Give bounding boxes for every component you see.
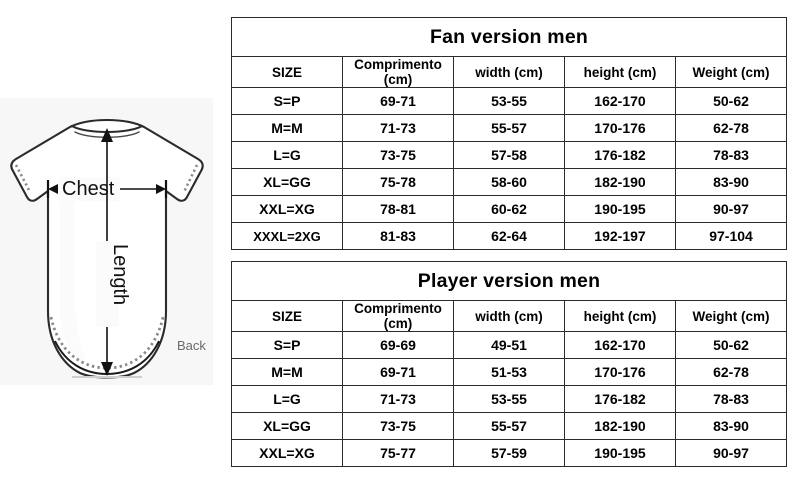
column-header-comprimento: Comprimento (cm) <box>342 56 454 88</box>
table-row: XL=GG 73-75 55-57 182-190 83-90 <box>231 412 787 440</box>
cell-width: 51-53 <box>453 358 565 386</box>
cell-comprimento: 69-69 <box>342 331 454 359</box>
cell-weight: 50-62 <box>675 87 787 115</box>
table-row: XXL=XG 75-77 57-59 190-195 90-97 <box>231 439 787 467</box>
table-row: S=P 69-69 49-51 162-170 50-62 <box>231 331 787 359</box>
cell-weight: 83-90 <box>675 412 787 440</box>
cell-comprimento: 75-77 <box>342 439 454 467</box>
cell-weight: 78-83 <box>675 141 787 169</box>
chest-label-plate <box>58 177 120 201</box>
cell-width: 53-55 <box>453 385 565 413</box>
cell-comprimento: 81-83 <box>342 222 454 250</box>
cell-size: XL=GG <box>231 412 343 440</box>
cell-comprimento: 75-78 <box>342 168 454 196</box>
cell-weight: 50-62 <box>675 331 787 359</box>
table-title-row: Player version men <box>231 261 787 301</box>
cell-size: XXL=XG <box>231 195 343 223</box>
cell-size: S=P <box>231 331 343 359</box>
cell-comprimento: 71-73 <box>342 385 454 413</box>
cell-comprimento: 73-75 <box>342 141 454 169</box>
table-row: L=G 71-73 53-55 176-182 78-83 <box>231 385 787 413</box>
cell-height: 170-176 <box>564 114 676 142</box>
table-header-row: SIZE Comprimento (cm) width (cm) height … <box>231 300 787 332</box>
cell-width: 57-58 <box>453 141 565 169</box>
cell-height: 190-195 <box>564 439 676 467</box>
cell-height: 162-170 <box>564 87 676 115</box>
cell-width: 49-51 <box>453 331 565 359</box>
column-header-weight: Weight (cm) <box>675 56 787 88</box>
cell-height: 190-195 <box>564 195 676 223</box>
player-version-size-table: Player version men SIZE Comprimento (cm)… <box>231 261 787 467</box>
cell-width: 55-57 <box>453 412 565 440</box>
column-header-width: width (cm) <box>453 300 565 332</box>
cell-height: 170-176 <box>564 358 676 386</box>
cell-weight: 97-104 <box>675 222 787 250</box>
cell-height: 182-190 <box>564 168 676 196</box>
cell-weight: 62-78 <box>675 114 787 142</box>
cell-comprimento: 69-71 <box>342 358 454 386</box>
cell-weight: 90-97 <box>675 195 787 223</box>
column-header-height: height (cm) <box>564 300 676 332</box>
table-title-row: Fan version men <box>231 17 787 57</box>
cell-weight: 83-90 <box>675 168 787 196</box>
cell-width: 57-59 <box>453 439 565 467</box>
cell-width: 58-60 <box>453 168 565 196</box>
cell-size: M=M <box>231 358 343 386</box>
column-header-size: SIZE <box>231 56 343 88</box>
back-label: Back <box>177 338 206 353</box>
cell-comprimento: 71-73 <box>342 114 454 142</box>
cell-height: 176-182 <box>564 385 676 413</box>
cell-width: 53-55 <box>453 87 565 115</box>
cell-size: S=P <box>231 87 343 115</box>
fan-table-title: Fan version men <box>231 17 787 57</box>
cell-height: 192-197 <box>564 222 676 250</box>
column-header-weight: Weight (cm) <box>675 300 787 332</box>
cell-comprimento: 69-71 <box>342 87 454 115</box>
player-table-title: Player version men <box>231 261 787 301</box>
cell-comprimento: 73-75 <box>342 412 454 440</box>
shirt-diagram-svg: Chest Length Back <box>10 118 206 379</box>
cell-width: 62-64 <box>453 222 565 250</box>
cell-width: 60-62 <box>453 195 565 223</box>
cell-weight: 78-83 <box>675 385 787 413</box>
cell-size: L=G <box>231 385 343 413</box>
length-label-plate <box>96 241 119 327</box>
chest-label: Chest <box>62 178 115 200</box>
table-row: L=G 73-75 57-58 176-182 78-83 <box>231 141 787 169</box>
cell-height: 176-182 <box>564 141 676 169</box>
cell-size: L=G <box>231 141 343 169</box>
cell-size: XXXL=2XG <box>231 222 343 250</box>
column-header-comprimento: Comprimento (cm) <box>342 300 454 332</box>
table-row: XXXL=2XG 81-83 62-64 192-197 97-104 <box>231 222 787 250</box>
table-row: S=P 69-71 53-55 162-170 50-62 <box>231 87 787 115</box>
fan-version-size-table: Fan version men SIZE Comprimento (cm) wi… <box>231 17 787 250</box>
cell-height: 182-190 <box>564 412 676 440</box>
cell-comprimento: 78-81 <box>342 195 454 223</box>
column-header-height: height (cm) <box>564 56 676 88</box>
table-row: XXL=XG 78-81 60-62 190-195 90-97 <box>231 195 787 223</box>
cell-weight: 90-97 <box>675 439 787 467</box>
cell-width: 55-57 <box>453 114 565 142</box>
table-row: M=M 71-73 55-57 170-176 62-78 <box>231 114 787 142</box>
shirt-diagram-panel: Chest Length Back <box>0 98 213 385</box>
cell-weight: 62-78 <box>675 358 787 386</box>
cell-height: 162-170 <box>564 331 676 359</box>
cell-size: XL=GG <box>231 168 343 196</box>
table-row: M=M 69-71 51-53 170-176 62-78 <box>231 358 787 386</box>
table-row: XL=GG 75-78 58-60 182-190 83-90 <box>231 168 787 196</box>
table-header-row: SIZE Comprimento (cm) width (cm) height … <box>231 56 787 88</box>
cell-size: XXL=XG <box>231 439 343 467</box>
column-header-size: SIZE <box>231 300 343 332</box>
cell-size: M=M <box>231 114 343 142</box>
column-header-width: width (cm) <box>453 56 565 88</box>
length-label: Length <box>109 244 131 305</box>
